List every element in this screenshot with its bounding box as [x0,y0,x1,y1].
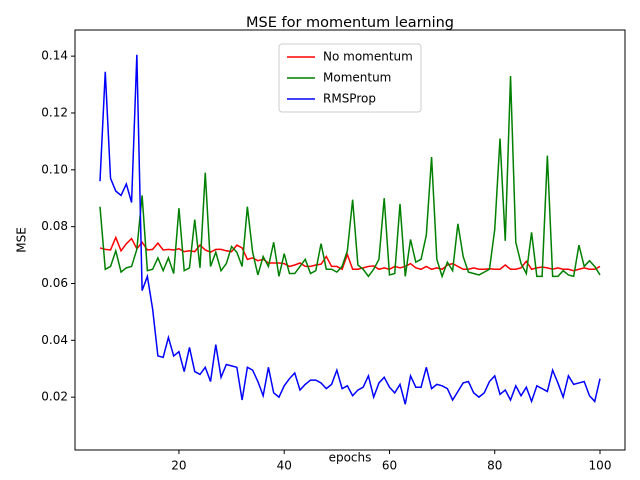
series-line [99,235,601,272]
y-tick-label: 0.02 [41,390,68,404]
y-tick-label: 0.12 [41,105,68,119]
legend-label: RMSProp [323,92,376,106]
y-tick-label: 0.14 [41,49,68,63]
plot-frame [74,29,626,451]
y-tick-label: 0.10 [41,162,68,176]
legend-box [278,43,422,113]
x-tick-label: 60 [382,459,397,473]
y-tick-label: 0.04 [41,333,68,347]
y-tick-label: 0.06 [41,276,68,290]
y-tick-label: 0.08 [41,219,68,233]
x-tick-label: 20 [171,459,186,473]
x-axis-label: epochs [329,451,372,465]
series-line [99,54,601,405]
y-axis-label: MSE [15,227,29,253]
chart-title: MSE for momentum learning [246,15,454,31]
x-tick-label: 80 [487,459,502,473]
legend-label: No momentum [323,50,413,64]
legend-label: Momentum [323,71,391,85]
series-line [99,76,601,279]
x-tick-label: 40 [277,459,292,473]
x-tick-label: 100 [589,459,612,473]
